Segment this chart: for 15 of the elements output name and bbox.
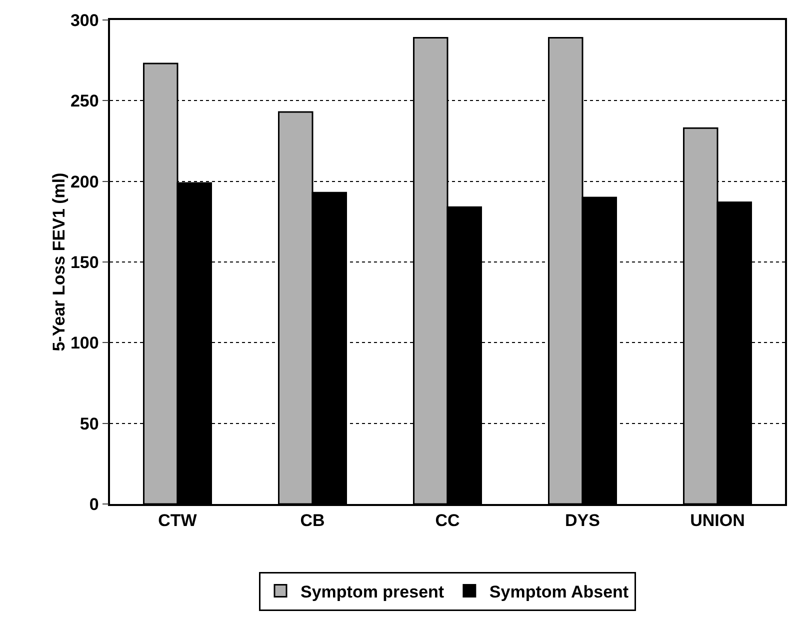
legend-label: Symptom present — [300, 582, 444, 602]
y-tick-label: 0 — [89, 494, 99, 514]
y-tick-label: 300 — [70, 10, 99, 30]
y-tick-label: 100 — [70, 334, 99, 353]
legend-label: Symptom Absent — [489, 582, 629, 602]
y-tick-label: 250 — [70, 92, 99, 111]
x-tick-label: DYS — [565, 511, 600, 530]
y-axis-title: 5-Year Loss FEV1 (ml) — [49, 172, 68, 352]
x-tick-label: CC — [435, 511, 460, 530]
y-tick-label: 150 — [70, 252, 99, 272]
x-tick-label: UNION — [690, 511, 745, 530]
x-tick-label: CB — [300, 511, 325, 530]
y-tick-label: 50 — [80, 414, 99, 434]
y-tick-label: 200 — [70, 172, 99, 192]
x-tick-label: CTW — [158, 511, 198, 530]
